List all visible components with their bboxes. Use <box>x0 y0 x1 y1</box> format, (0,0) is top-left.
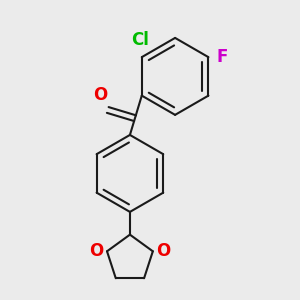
Text: F: F <box>217 48 228 66</box>
Text: O: O <box>156 242 170 260</box>
Text: Cl: Cl <box>131 31 149 49</box>
Text: O: O <box>93 86 107 104</box>
Text: O: O <box>89 242 104 260</box>
